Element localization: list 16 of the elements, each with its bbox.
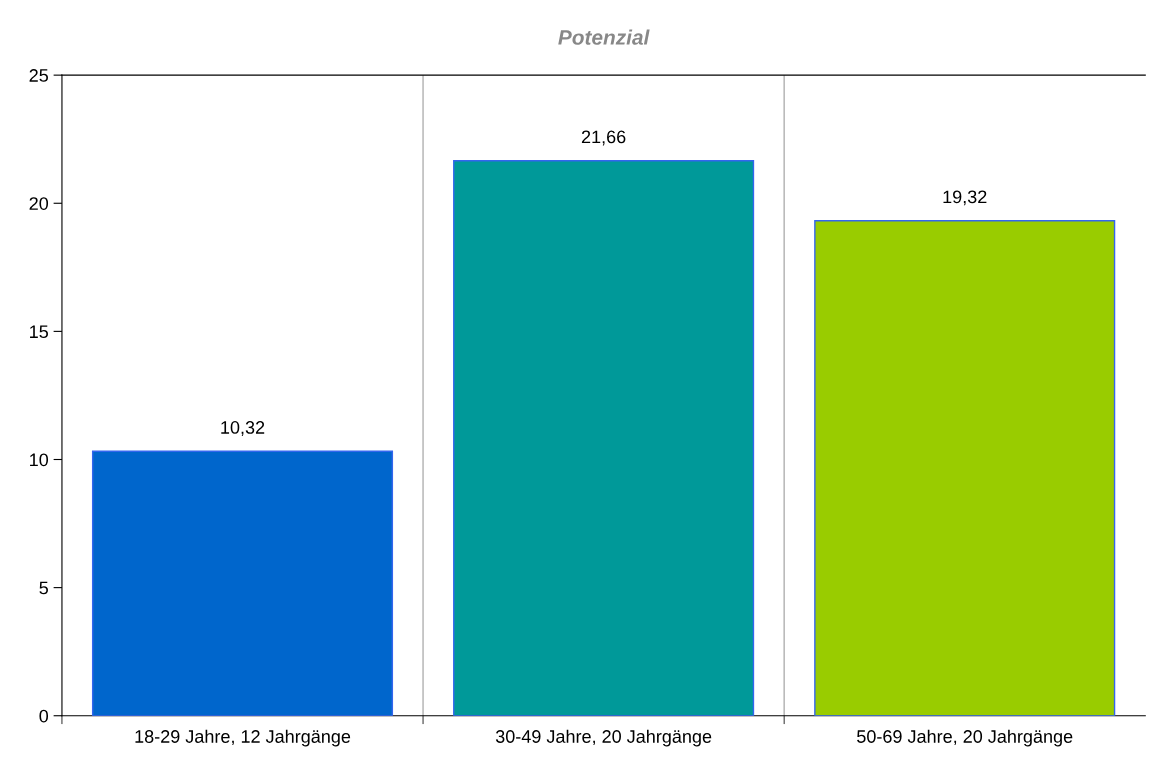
bar — [814, 219, 1116, 716]
y-tick-label: 20 — [29, 197, 49, 210]
y-tick-label: 15 — [30, 325, 48, 339]
data-label: 19,32 — [943, 190, 987, 206]
bar — [91, 450, 394, 716]
x-tick-label: 30-49 Jahre, 20 Jahrgänge — [495, 729, 712, 747]
y-tick-label: 25 — [29, 69, 48, 82]
x-tick-label: 50-69 Jahre, 20 Jahrgänge — [857, 729, 1073, 747]
data-label: 21,66 — [581, 130, 626, 146]
chart-title: Potenzial — [558, 29, 650, 45]
x-tick-label: 18-29 Jahre, 12 Jahrgänge — [135, 729, 351, 747]
y-tick-label: 10 — [30, 453, 49, 467]
data-label: 10,32 — [221, 421, 265, 436]
y-tick-label: 0 — [39, 709, 49, 723]
bar — [453, 160, 755, 716]
y-tick-label: 5 — [39, 581, 48, 595]
